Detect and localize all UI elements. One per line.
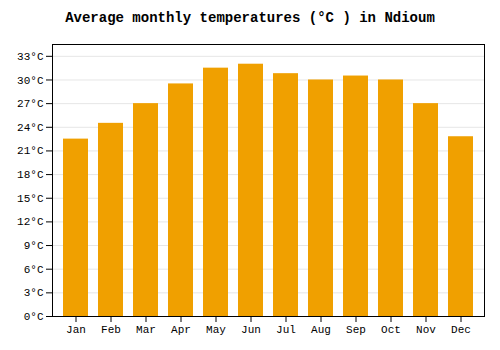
svg-text:12°C: 12°C bbox=[17, 216, 44, 228]
svg-text:Oct: Oct bbox=[381, 324, 401, 336]
svg-text:Sep: Sep bbox=[346, 324, 366, 336]
svg-text:18°C: 18°C bbox=[17, 169, 44, 181]
svg-text:3°C: 3°C bbox=[24, 287, 44, 299]
svg-text:Mar: Mar bbox=[136, 324, 156, 336]
svg-text:Nov: Nov bbox=[416, 324, 436, 336]
svg-text:21°C: 21°C bbox=[17, 145, 44, 157]
svg-text:Dec: Dec bbox=[451, 324, 471, 336]
svg-text:9°C: 9°C bbox=[24, 240, 44, 252]
svg-text:May: May bbox=[206, 324, 226, 336]
svg-text:30°C: 30°C bbox=[17, 74, 44, 86]
svg-text:Apr: Apr bbox=[171, 324, 191, 336]
svg-text:33°C: 33°C bbox=[17, 51, 44, 63]
svg-text:0°C: 0°C bbox=[24, 311, 44, 323]
svg-text:24°C: 24°C bbox=[17, 122, 44, 134]
svg-text:Aug: Aug bbox=[311, 324, 331, 336]
svg-text:Jan: Jan bbox=[66, 324, 86, 336]
svg-text:6°C: 6°C bbox=[24, 264, 44, 276]
html-text:Average monthly temperatures (: Average monthly temperatures (°C ) in Nd… bbox=[65, 10, 435, 26]
svg-text:Jun: Jun bbox=[241, 324, 261, 336]
svg-text:15°C: 15°C bbox=[17, 193, 44, 205]
svg-text:Jul: Jul bbox=[276, 324, 296, 336]
svg-text:Feb: Feb bbox=[101, 324, 121, 336]
svg-text:27°C: 27°C bbox=[17, 98, 44, 110]
